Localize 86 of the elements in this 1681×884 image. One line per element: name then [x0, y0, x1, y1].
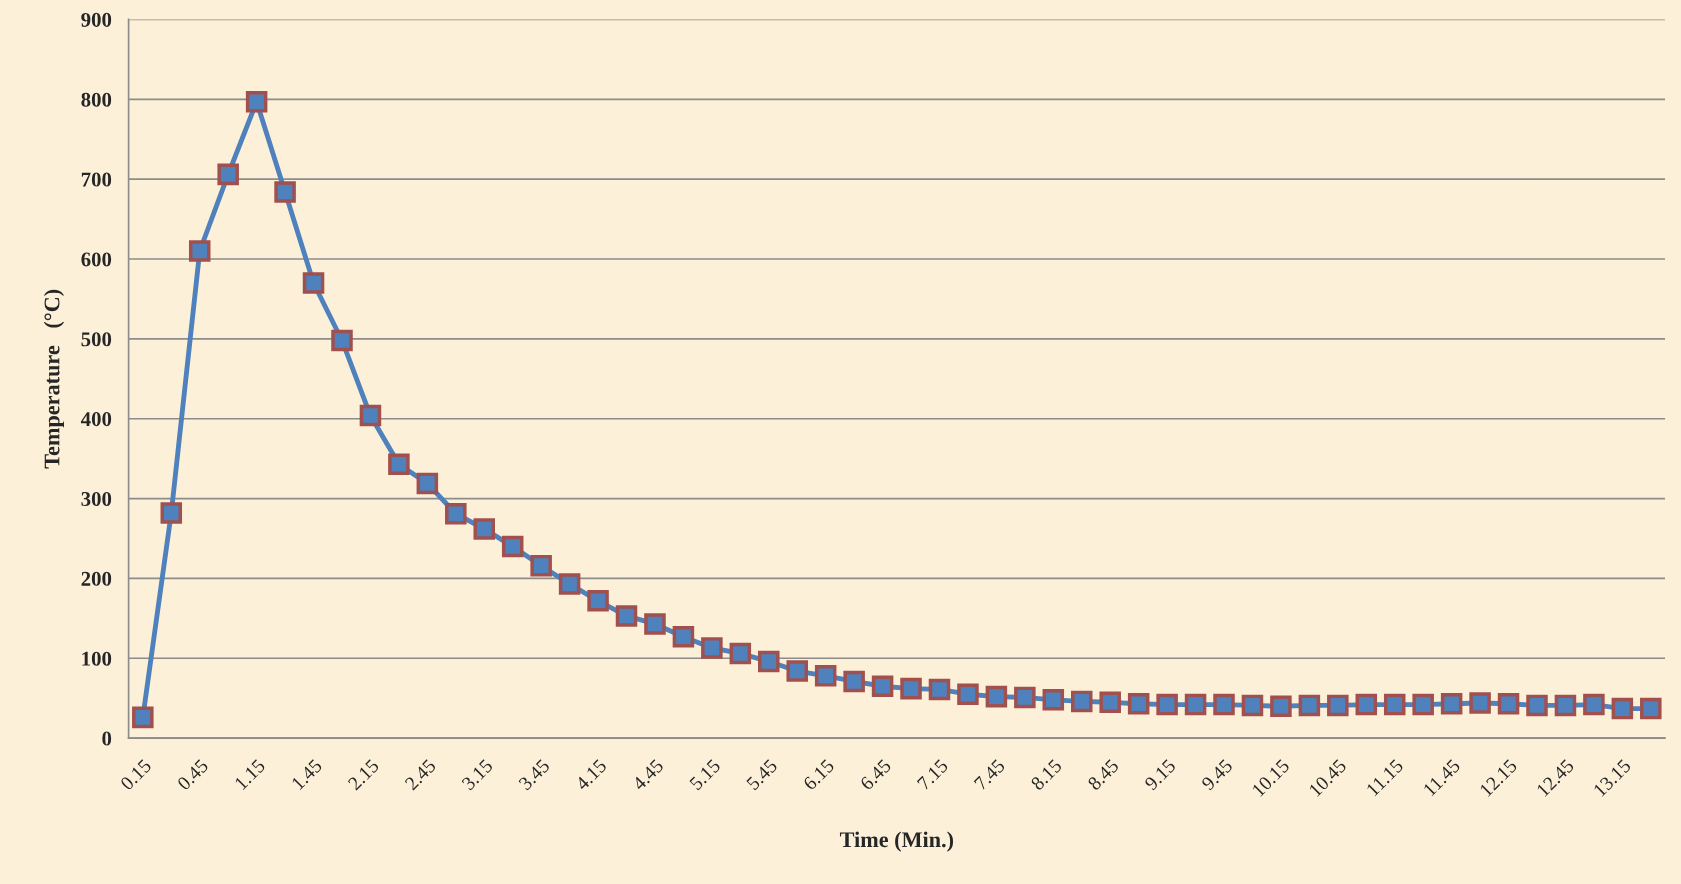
- point: [302, 272, 325, 294]
- point: [1184, 693, 1207, 716]
- y-tick-label: 900: [81, 12, 112, 27]
- point: [729, 642, 752, 665]
- point: [558, 573, 581, 595]
- point: [160, 502, 183, 524]
- point: [274, 181, 296, 203]
- x-tick-label: 2.45: [404, 758, 437, 791]
- x-tick-label: 7.45: [973, 758, 1006, 791]
- x-tick-label: 5.45: [746, 758, 778, 791]
- x-tick-label: 3.45: [518, 758, 551, 791]
- x-tick-label: 6.45: [859, 758, 892, 791]
- x-tick-label: 0.45: [176, 758, 209, 791]
- point: [445, 502, 467, 525]
- point: [1327, 694, 1349, 717]
- point: [957, 683, 979, 705]
- point: [1640, 697, 1662, 720]
- point: [132, 706, 154, 729]
- y-tick-label: 0: [102, 731, 112, 746]
- point: [359, 404, 382, 427]
- point: [1298, 694, 1321, 717]
- x-tick-label: 8.45: [1087, 758, 1120, 791]
- point: [245, 90, 268, 113]
- point: [1014, 686, 1036, 709]
- point: [1554, 694, 1577, 717]
- x-tick-label: 4.45: [631, 758, 665, 792]
- x-tick-label: 6.15: [802, 758, 835, 791]
- point: [1611, 697, 1634, 720]
- y-tick-label: 600: [81, 252, 112, 267]
- point: [1526, 694, 1548, 717]
- y-tick-label: 300: [81, 491, 112, 507]
- x-tick-label: 0.15: [119, 758, 153, 791]
- x-tick-label: 8.15: [1030, 758, 1063, 791]
- y-tick-label: 100: [82, 651, 112, 666]
- point: [843, 670, 865, 693]
- y-tick-label: 700: [81, 172, 112, 187]
- point: [1099, 691, 1121, 713]
- point: [1412, 693, 1434, 716]
- point: [388, 453, 410, 476]
- point: [1583, 693, 1605, 716]
- point: [1270, 695, 1292, 717]
- x-tick-label: 9.15: [1143, 758, 1177, 791]
- x-tick-label: 3.15: [461, 758, 494, 791]
- point: [871, 675, 894, 697]
- y-tick-label: 200: [81, 571, 112, 586]
- point: [701, 637, 723, 659]
- x-tick-label: 1.15: [234, 758, 266, 791]
- point: [1127, 693, 1150, 715]
- point: [1213, 693, 1235, 716]
- point: [1156, 693, 1178, 716]
- point: [1241, 694, 1264, 717]
- point: [644, 613, 666, 635]
- y-axis-title: Temperature (°C): [43, 289, 65, 469]
- point: [1070, 690, 1093, 713]
- point: [758, 650, 780, 673]
- point: [473, 518, 496, 540]
- x-axis-title: Time (Min.): [839, 831, 954, 852]
- y-tick-label: 400: [80, 412, 112, 427]
- point: [1042, 689, 1065, 711]
- x-tick-label: 9.45: [1200, 758, 1234, 791]
- point: [1383, 693, 1406, 716]
- point: [331, 329, 353, 352]
- point: [672, 625, 695, 648]
- point: [217, 163, 239, 186]
- y-tick-label: 800: [81, 92, 112, 107]
- x-tick-label: 1.45: [291, 758, 323, 791]
- x-tick-label: 5.15: [689, 758, 722, 791]
- point: [985, 685, 1008, 708]
- point: [615, 605, 638, 627]
- y-tick-label: 500: [81, 332, 112, 347]
- x-tick-label: 7.15: [916, 758, 949, 791]
- point: [1440, 693, 1463, 715]
- point: [814, 665, 837, 687]
- x-tick-label: 2.15: [347, 758, 380, 791]
- point: [501, 535, 524, 558]
- point: [1469, 692, 1491, 714]
- point: [786, 660, 808, 682]
- point: [188, 240, 211, 262]
- point: [530, 554, 552, 577]
- point: [587, 590, 609, 612]
- point: [900, 677, 922, 700]
- point: [928, 678, 951, 701]
- x-tick-label: 4.15: [574, 758, 608, 792]
- point: [416, 472, 439, 495]
- point: [1497, 693, 1520, 715]
- point: [1355, 693, 1378, 716]
